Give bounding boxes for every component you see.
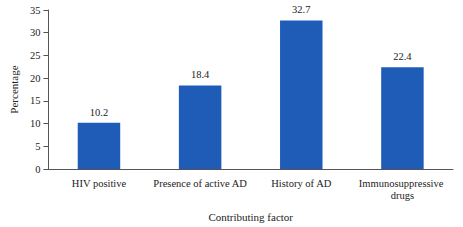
svg-text:Contributing factor: Contributing factor: [208, 211, 293, 223]
svg-text:25: 25: [30, 50, 41, 61]
svg-text:10.2: 10.2: [90, 107, 108, 118]
svg-text:30: 30: [30, 27, 41, 38]
svg-text:35: 35: [30, 5, 41, 16]
svg-text:22.4: 22.4: [393, 51, 412, 62]
svg-text:Immunosuppressive: Immunosuppressive: [359, 178, 446, 189]
svg-text:Percentage: Percentage: [8, 65, 20, 113]
svg-text:20: 20: [30, 73, 41, 84]
svg-text:18.4: 18.4: [191, 69, 210, 80]
svg-text:32.7: 32.7: [292, 4, 310, 15]
svg-text:5: 5: [35, 141, 40, 152]
svg-text:drugs: drugs: [391, 190, 414, 201]
svg-text:15: 15: [30, 95, 41, 106]
svg-text:History of AD: History of AD: [271, 178, 332, 189]
svg-text:Presence of active AD: Presence of active AD: [153, 178, 247, 189]
svg-text:10: 10: [30, 118, 41, 129]
svg-text:0: 0: [35, 164, 40, 175]
svg-text:HIV positive: HIV positive: [72, 178, 127, 189]
